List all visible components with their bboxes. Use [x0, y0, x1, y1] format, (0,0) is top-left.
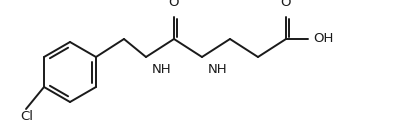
Text: O: O	[281, 0, 291, 9]
Text: O: O	[169, 0, 179, 9]
Text: NH: NH	[152, 63, 172, 76]
Text: Cl: Cl	[20, 109, 33, 123]
Text: OH: OH	[313, 33, 333, 46]
Text: NH: NH	[208, 63, 228, 76]
